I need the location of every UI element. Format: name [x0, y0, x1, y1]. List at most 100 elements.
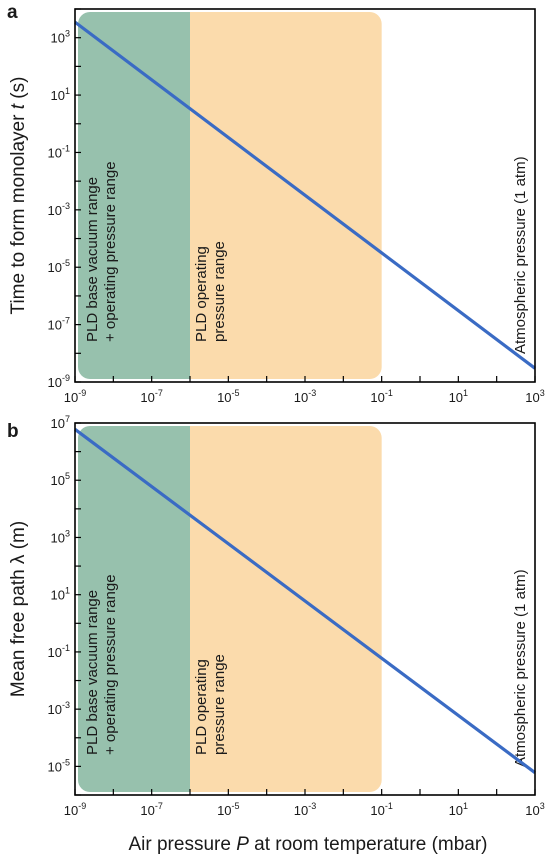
- x-tick-label-base: 10: [217, 390, 231, 405]
- region-label-line: pressure range: [211, 241, 228, 342]
- y-tick-label: 105: [51, 471, 70, 488]
- x-tick-label: 10-1: [370, 388, 392, 405]
- atmospheric-pressure-annotation: Atmospheric pressure (1 atm): [512, 156, 529, 354]
- x-tick-label-base: 10: [140, 390, 154, 405]
- y-tick-label: 10-9: [48, 373, 70, 390]
- x-tick-label: 103: [525, 388, 544, 405]
- region-label-operating: PLD operatingpressure range: [193, 654, 228, 755]
- y-tick-label: 107: [51, 414, 70, 431]
- y-axis-label-part: (s): [8, 77, 29, 104]
- region-label-line: PLD operating: [193, 246, 210, 342]
- series-line-0: [74, 428, 536, 774]
- x-tick-label: 10-9: [64, 801, 86, 818]
- x-tick-label: 10-1: [370, 801, 392, 818]
- y-tick-label: 10-5: [48, 258, 70, 275]
- x-tick-label-exponent: 1: [463, 388, 468, 398]
- x-tick-label: 10-7: [140, 801, 162, 818]
- x-tick-label-exponent: -1: [385, 388, 393, 398]
- x-tick-label-base: 10: [64, 803, 78, 818]
- x-tick-label-exponent: -9: [78, 388, 86, 398]
- series-line-0: [74, 20, 536, 370]
- y-tick-label: 10-5: [48, 757, 70, 774]
- x-tick-label-exponent: -1: [385, 801, 393, 811]
- x-tick-label-base: 10: [525, 390, 539, 405]
- y-axis-label: Mean free path λ (m): [8, 521, 29, 697]
- x-tick-label-base: 10: [370, 390, 384, 405]
- y-tick-label-base: 10: [51, 588, 65, 603]
- y-tick-label-base: 10: [51, 31, 65, 46]
- y-tick-label-exponent: -5: [62, 757, 70, 767]
- region-label-line: + operating pressure range: [102, 161, 119, 342]
- chart-panel-a: PLD base vacuum range+ operating pressur…: [7, 2, 545, 405]
- x-tick-label: 10-5: [217, 801, 239, 818]
- x-tick-label-exponent: -7: [155, 388, 163, 398]
- region-base-vacuum: [78, 426, 190, 792]
- y-tick-label: 10-3: [48, 201, 70, 218]
- y-tick-label-exponent: 3: [65, 29, 70, 39]
- x-tick-label: 10-5: [217, 388, 239, 405]
- y-tick-label: 103: [51, 29, 70, 46]
- x-tick-label: 10-3: [294, 801, 316, 818]
- y-axis-label-part: t: [8, 103, 29, 109]
- y-tick-label-exponent: 7: [65, 414, 70, 424]
- y-tick-label-exponent: 1: [65, 586, 70, 596]
- y-tick-label-base: 10: [48, 375, 62, 390]
- y-tick-label-base: 10: [48, 318, 62, 333]
- region-label-base-vacuum: PLD base vacuum range+ operating pressur…: [84, 574, 119, 755]
- y-axis-label-part: Time to form monolayer: [8, 109, 29, 314]
- chart-panel-b: PLD base vacuum range+ operating pressur…: [7, 414, 545, 818]
- x-tick-label: 10-3: [294, 388, 316, 405]
- y-tick-label: 103: [51, 528, 70, 545]
- y-tick-label-exponent: 1: [65, 86, 70, 96]
- y-tick-label: 10-1: [48, 643, 70, 660]
- region-label-line: PLD base vacuum range: [84, 590, 101, 755]
- x-tick-label: 103: [525, 801, 544, 818]
- y-tick-label-exponent: 3: [65, 528, 70, 538]
- y-tick-label-base: 10: [48, 702, 62, 717]
- y-axis-label-part: Mean free path λ (m): [8, 521, 29, 697]
- x-tick-label: 10-9: [64, 388, 86, 405]
- y-tick-label-base: 10: [48, 645, 62, 660]
- panel-label: b: [7, 421, 19, 442]
- region-label-base-vacuum: PLD base vacuum range+ operating pressur…: [84, 161, 119, 342]
- region-operating: [190, 426, 382, 792]
- y-tick-label-exponent: -9: [62, 373, 70, 383]
- y-tick-label-exponent: -5: [62, 258, 70, 268]
- x-tick-label-exponent: -5: [232, 388, 240, 398]
- x-tick-label-exponent: -3: [308, 388, 316, 398]
- x-tick-label-exponent: 3: [540, 388, 545, 398]
- y-tick-label-base: 10: [51, 416, 65, 431]
- y-tick-label: 101: [51, 586, 70, 603]
- panel-label: a: [7, 2, 18, 23]
- x-tick-label-base: 10: [64, 390, 78, 405]
- region-base-vacuum-edge: [178, 426, 190, 792]
- y-tick-label: 10-3: [48, 700, 70, 717]
- region-operating-edge: [190, 12, 202, 379]
- x-tick-label-base: 10: [525, 803, 539, 818]
- y-tick-label-base: 10: [48, 145, 62, 160]
- y-tick-label-base: 10: [51, 88, 65, 103]
- x-tick-label-exponent: -9: [78, 801, 86, 811]
- y-tick-label-base: 10: [51, 473, 65, 488]
- x-tick-label: 101: [449, 388, 468, 405]
- region-base-vacuum: [78, 12, 190, 379]
- x-tick-label: 10-7: [140, 388, 162, 405]
- y-tick-label-exponent: -1: [62, 143, 70, 153]
- x-tick-label-exponent: 1: [463, 801, 468, 811]
- region-label-line: + operating pressure range: [102, 574, 119, 755]
- region-label-line: PLD operating: [193, 659, 210, 755]
- atmospheric-pressure-annotation: Atmospheric pressure (1 atm): [512, 569, 529, 767]
- x-tick-label-base: 10: [294, 803, 308, 818]
- x-tick-label-exponent: 3: [540, 801, 545, 811]
- y-tick-label-base: 10: [48, 260, 62, 275]
- y-tick-label-exponent: -3: [62, 700, 70, 710]
- x-tick-label-base: 10: [294, 390, 308, 405]
- region-label-line: PLD base vacuum range: [84, 177, 101, 342]
- x-axis-label: Air pressure P at room temperature (mbar…: [128, 834, 487, 855]
- y-tick-label-base: 10: [51, 530, 65, 545]
- region-base-vacuum-edge: [178, 12, 190, 379]
- region-operating: [190, 12, 382, 379]
- x-tick-label-exponent: -7: [155, 801, 163, 811]
- x-tick-label-base: 10: [140, 803, 154, 818]
